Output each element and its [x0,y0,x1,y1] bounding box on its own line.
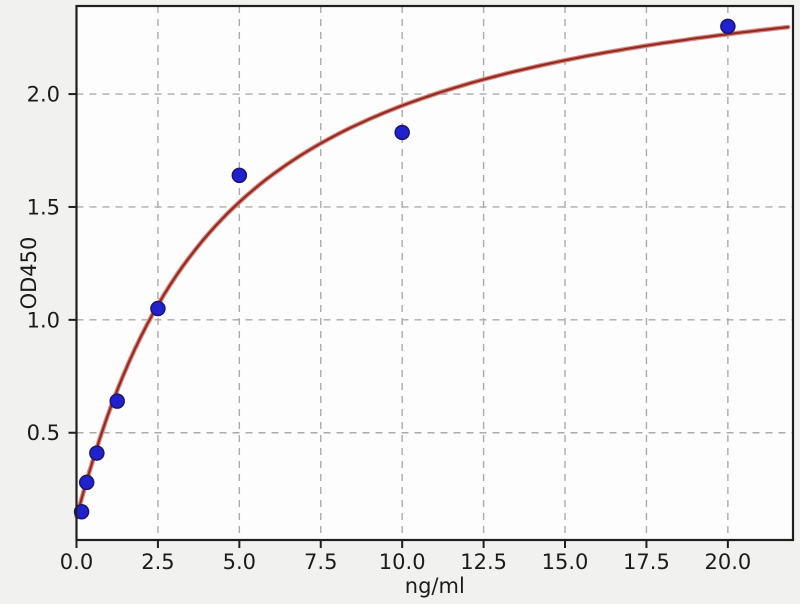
y-tick-label: 1.0 [27,308,60,332]
x-tick-label: 7.5 [304,550,337,574]
y-tick-label: 0.5 [27,421,60,445]
y-axis-label: OD450 [17,237,41,310]
x-tick-label: 2.5 [141,550,174,574]
data-point [89,445,105,461]
x-axis-label: ng/ml [405,574,465,598]
x-tick-label: 5.0 [223,550,256,574]
data-point [78,474,95,491]
x-tick-label: 20.0 [704,550,751,574]
x-tick-label: 17.5 [623,550,670,574]
x-tick-label: 15.0 [542,550,589,574]
x-tick-label: 10.0 [379,550,426,574]
axes-frame [75,4,795,542]
y-tick-label: 1.5 [27,195,60,219]
data-point [720,18,736,35]
data-point [231,167,248,184]
data-point [73,504,90,520]
data-point [109,393,125,409]
x-tick-label: 12.5 [460,550,507,574]
fit-curve-line [75,26,790,518]
y-tick-label: 2.0 [27,83,60,107]
data-point [150,300,166,317]
data-point [394,124,410,141]
x-tick-label: 0.0 [60,550,93,574]
plot-area [76,6,793,540]
